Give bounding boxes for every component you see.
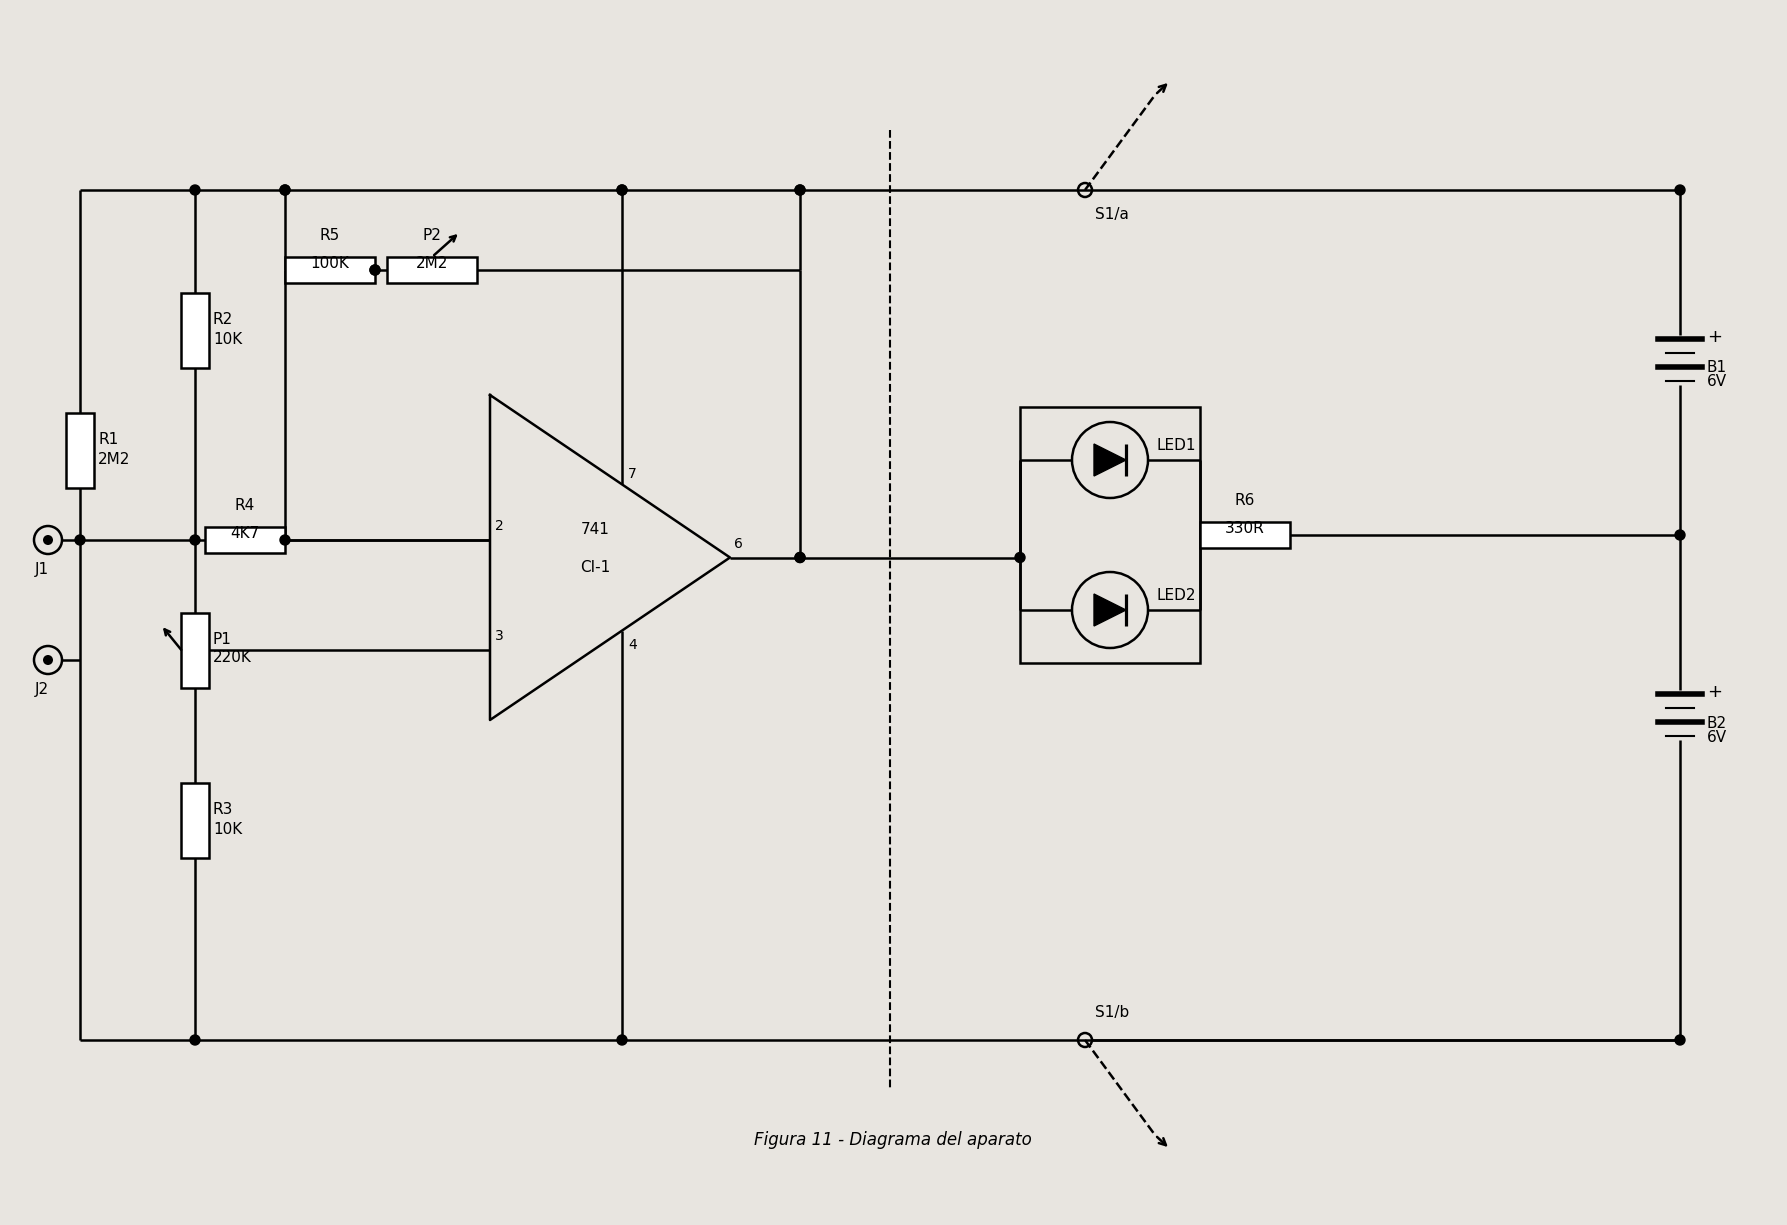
Text: Figura 11 - Diagrama del aparato: Figura 11 - Diagrama del aparato (754, 1131, 1031, 1149)
Polygon shape (1094, 594, 1126, 626)
Text: 4: 4 (627, 638, 636, 652)
Bar (1020, 407, 1201, 663)
Bar (180, 783, 209, 857)
Text: R1: R1 (98, 432, 118, 447)
Circle shape (370, 265, 381, 274)
Bar (180, 293, 209, 368)
Polygon shape (1094, 443, 1126, 477)
Text: LED2: LED2 (1156, 588, 1196, 604)
Text: LED1: LED1 (1156, 439, 1196, 453)
Text: 330R: 330R (1226, 521, 1265, 537)
Text: R6: R6 (1235, 492, 1254, 508)
Circle shape (1015, 552, 1026, 562)
Text: 100K: 100K (311, 256, 350, 271)
Text: 4K7: 4K7 (231, 526, 259, 541)
Text: 2M2: 2M2 (98, 452, 130, 468)
Text: CI-1: CI-1 (579, 560, 609, 575)
Circle shape (281, 185, 289, 195)
Circle shape (1674, 530, 1685, 540)
Circle shape (281, 535, 289, 545)
Text: P1: P1 (213, 632, 232, 648)
Circle shape (281, 185, 289, 195)
Text: S1/b: S1/b (1095, 1004, 1129, 1019)
Text: S1/a: S1/a (1095, 207, 1129, 222)
Text: +: + (1707, 328, 1723, 345)
Circle shape (1674, 185, 1685, 195)
Circle shape (617, 185, 627, 195)
Text: R4: R4 (234, 499, 256, 513)
Text: +: + (1707, 684, 1723, 701)
Bar (1201, 522, 1290, 548)
Bar (180, 612, 209, 687)
Circle shape (1674, 1035, 1685, 1045)
Text: J1: J1 (36, 562, 48, 577)
Text: J2: J2 (36, 682, 48, 697)
Circle shape (617, 1035, 627, 1045)
Text: 6V: 6V (1707, 730, 1726, 745)
Text: 7: 7 (627, 468, 636, 481)
Text: 2: 2 (495, 519, 504, 533)
Bar (284, 257, 375, 283)
Circle shape (795, 552, 804, 562)
Bar (206, 527, 284, 552)
Text: 6: 6 (734, 537, 743, 550)
Text: 741: 741 (581, 522, 609, 537)
Text: R3: R3 (213, 802, 234, 817)
Circle shape (75, 535, 86, 545)
Circle shape (795, 185, 804, 195)
Text: B2: B2 (1707, 715, 1726, 730)
Text: R2: R2 (213, 312, 234, 327)
Circle shape (189, 535, 200, 545)
Circle shape (370, 265, 381, 274)
Circle shape (43, 535, 54, 545)
Bar (388, 257, 477, 283)
Text: 10K: 10K (213, 332, 243, 348)
Circle shape (43, 655, 54, 665)
Circle shape (189, 185, 200, 195)
Text: 220K: 220K (213, 650, 252, 665)
Text: B1: B1 (1707, 360, 1726, 376)
Text: R5: R5 (320, 228, 340, 243)
Text: 3: 3 (495, 628, 504, 643)
Text: 2M2: 2M2 (416, 256, 449, 271)
Bar (66, 413, 95, 488)
Circle shape (795, 552, 804, 562)
Text: 10K: 10K (213, 822, 243, 838)
Circle shape (189, 1035, 200, 1045)
Circle shape (795, 185, 804, 195)
Text: 6V: 6V (1707, 375, 1726, 390)
Circle shape (617, 185, 627, 195)
Text: P2: P2 (422, 228, 441, 243)
